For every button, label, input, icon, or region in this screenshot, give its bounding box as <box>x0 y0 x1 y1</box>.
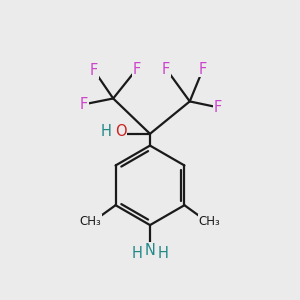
Text: H: H <box>100 124 111 139</box>
Text: O: O <box>115 124 126 139</box>
Text: N: N <box>145 243 155 258</box>
Text: CH₃: CH₃ <box>199 215 220 228</box>
Text: F: F <box>90 63 98 78</box>
Text: F: F <box>199 61 207 76</box>
Text: F: F <box>80 97 88 112</box>
Text: F: F <box>162 61 170 76</box>
Text: CH₃: CH₃ <box>80 215 101 228</box>
Text: F: F <box>133 61 141 76</box>
Text: F: F <box>214 100 222 115</box>
Text: H: H <box>158 246 169 261</box>
Text: H: H <box>131 246 142 261</box>
